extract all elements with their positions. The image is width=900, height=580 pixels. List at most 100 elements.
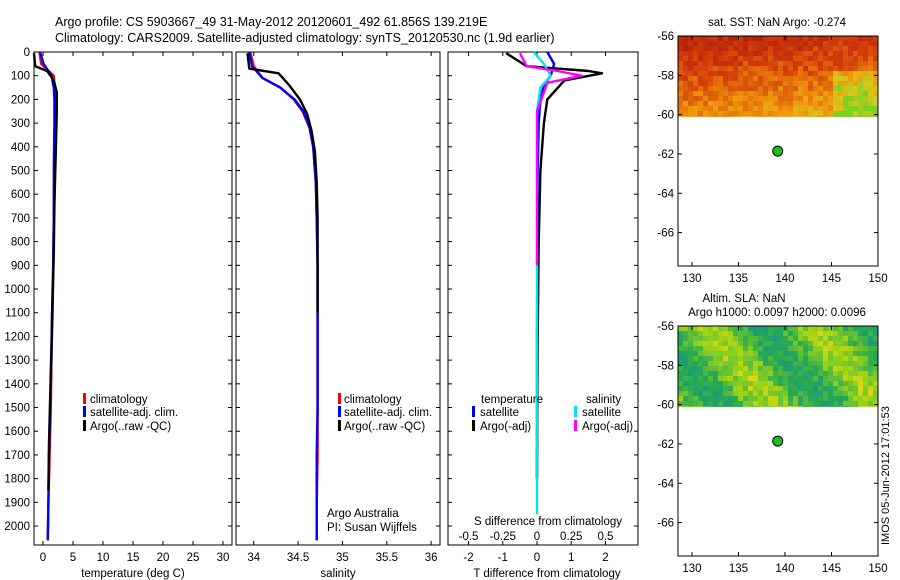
- heatmap-cell: [713, 56, 719, 62]
- heatmap-cell: [698, 361, 704, 367]
- heatmap-cell: [853, 371, 859, 377]
- heatmap-cell: [803, 56, 809, 62]
- heatmap-cell: [753, 116, 759, 117]
- heatmap-cell: [678, 101, 684, 107]
- heatmap-cell: [808, 66, 814, 72]
- heatmap-cell: [743, 361, 749, 367]
- x-tick-label: 25: [187, 552, 200, 564]
- heatmap-cell: [708, 71, 714, 77]
- heatmap-cell: [803, 381, 809, 387]
- heatmap-cell: [783, 401, 789, 407]
- heatmap-cell: [698, 331, 704, 337]
- heatmap-cell: [863, 71, 869, 77]
- heatmap-cell: [823, 406, 829, 407]
- heatmap-cell: [783, 366, 789, 372]
- heatmap-cell: [678, 406, 684, 407]
- heatmap-cell: [703, 326, 709, 332]
- heatmap-cell: [713, 116, 719, 117]
- heatmap-cell: [718, 76, 724, 82]
- heatmap-cell: [803, 356, 809, 362]
- heatmap-cell: [808, 406, 814, 407]
- heatmap-cell: [748, 86, 754, 92]
- heatmap-cell: [678, 66, 684, 72]
- heatmap-cell: [763, 381, 769, 387]
- legend-label-satellite: satellite-adj. clim.: [344, 407, 432, 419]
- heatmap-cell: [743, 41, 749, 47]
- heatmap-cell: [733, 41, 739, 47]
- heatmap-cell: [873, 36, 879, 42]
- heatmap-cell: [728, 371, 734, 377]
- heatmap-cell: [798, 91, 804, 97]
- heatmap-cell: [868, 46, 874, 52]
- heatmap-cell: [848, 351, 854, 357]
- heatmap-cell: [748, 361, 754, 367]
- heatmap-cell: [828, 361, 834, 367]
- heatmap-cell: [753, 111, 759, 117]
- heatmap-cell: [848, 41, 854, 47]
- heatmap-cell: [773, 71, 779, 77]
- heatmap-cell: [783, 396, 789, 402]
- heatmap-cell: [683, 396, 689, 402]
- heatmap-cell: [863, 391, 869, 397]
- heatmap-cell: [708, 376, 714, 382]
- heatmap-cell: [773, 76, 779, 82]
- heatmap-cell: [808, 106, 814, 112]
- heatmap-cell: [873, 361, 879, 367]
- heatmap-cell: [788, 331, 794, 337]
- heatmap-cell: [728, 56, 734, 62]
- heatmap-cell: [703, 81, 709, 87]
- heatmap-cell: [718, 406, 724, 407]
- heatmap-cell: [853, 366, 859, 372]
- heatmap-cell: [848, 396, 854, 402]
- heatmap-cell: [743, 331, 749, 337]
- heatmap-cell: [758, 366, 764, 372]
- heatmap-cell: [718, 106, 724, 112]
- heatmap-cell: [743, 376, 749, 382]
- heatmap-cell: [818, 66, 824, 72]
- heatmap-cell: [803, 351, 809, 357]
- s-difference-label: S difference from climatology: [474, 516, 622, 528]
- heatmap-cell: [753, 391, 759, 397]
- heatmap-cell: [853, 396, 859, 402]
- sst-map-frame: [677, 35, 879, 267]
- y-tick-label: 1900: [4, 497, 30, 509]
- heatmap-cell: [738, 366, 744, 372]
- heatmap-cell: [803, 116, 809, 117]
- heatmap-cell: [728, 91, 734, 97]
- heatmap-cell: [778, 396, 784, 402]
- heatmap-cell: [803, 91, 809, 97]
- heatmap-cell: [843, 376, 849, 382]
- heatmap-cell: [718, 111, 724, 117]
- heatmap-cell: [683, 101, 689, 107]
- heatmap-cell: [868, 401, 874, 407]
- lat-tick-label: -60: [657, 110, 674, 122]
- heatmap-cell: [813, 326, 819, 332]
- heatmap-cell: [808, 46, 814, 52]
- lat-tick-label: -62: [657, 149, 674, 161]
- heatmap-cell: [833, 326, 839, 332]
- heatmap-cell: [703, 331, 709, 337]
- heatmap-cell: [683, 66, 689, 72]
- heatmap-cell: [733, 101, 739, 107]
- heatmap-cell: [708, 341, 714, 347]
- heatmap-cell: [843, 361, 849, 367]
- heatmap-cell: [728, 111, 734, 117]
- heatmap-cell: [683, 76, 689, 82]
- figure-title-line1: Argo profile: CS 5903667_49 31-May-2012 …: [55, 15, 487, 29]
- heatmap-cell: [698, 66, 704, 72]
- heatmap-cell: [773, 51, 779, 57]
- heatmap-cell: [773, 56, 779, 62]
- heatmap-cell: [843, 386, 849, 392]
- heatmap-cell: [778, 406, 784, 407]
- credit-line1: Argo Australia: [327, 508, 399, 520]
- heatmap-cell: [823, 376, 829, 382]
- heatmap-cell: [748, 66, 754, 72]
- heatmap-cell: [748, 401, 754, 407]
- heatmap-cell: [698, 51, 704, 57]
- heatmap-cell: [843, 36, 849, 42]
- heatmap-cell: [743, 81, 749, 87]
- heatmap-cell: [838, 326, 844, 332]
- difference-panel: -2 -1 0 1 2 -0.5 -0.25 0 0.25 0.5 S difference fr…: [447, 51, 639, 580]
- heatmap-cell: [748, 386, 754, 392]
- heatmap-cell: [763, 376, 769, 382]
